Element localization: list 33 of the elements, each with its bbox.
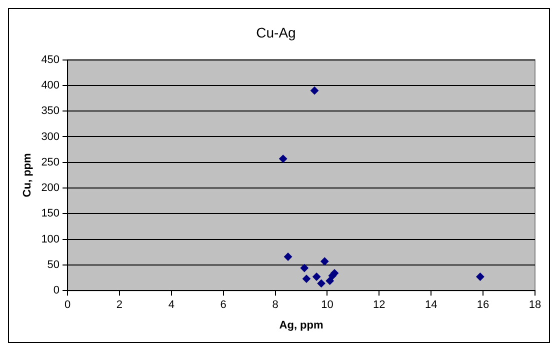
x-tick-label: 16 [476,299,490,312]
x-tick-label: 8 [272,299,278,312]
y-axis-title: Cu, ppm [22,152,34,198]
point [300,264,308,272]
y-tick-label: 350 [41,105,60,118]
y-tick-label: 200 [41,182,60,194]
x-tick-label: 2 [116,299,123,312]
y-tick-label: 250 [41,156,60,168]
point [317,279,326,288]
y-tick-label: 100 [41,233,60,246]
y-tick-label: 300 [41,130,60,143]
y-tick-label: 450 [41,54,60,66]
point [302,274,310,283]
x-tick-label: 14 [425,299,438,312]
x-tick-label: 6 [220,299,226,312]
point [312,272,321,281]
chart-title: Cu-Ag [256,24,296,40]
x-axis-title: Ag, ppm [279,319,324,332]
x-tick-label: 10 [321,299,334,312]
x-tick-label: 0 [64,299,71,312]
point [320,257,329,266]
point [284,252,292,261]
point [310,86,319,95]
x-tick-label: 18 [528,299,542,312]
y-tick-label: 50 [47,258,60,271]
y-tick-label: 150 [41,208,60,220]
point [326,276,334,285]
y-tick-label: 400 [41,79,60,92]
y-tick-label: 0 [53,284,60,297]
point [279,154,288,163]
x-tick-label: 12 [373,299,386,312]
point [476,272,484,281]
x-tick-label: 4 [168,299,174,312]
